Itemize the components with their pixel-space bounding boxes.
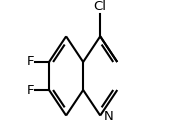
Text: N: N xyxy=(103,110,113,123)
Text: Cl: Cl xyxy=(94,0,107,13)
Text: F: F xyxy=(26,55,34,68)
Text: F: F xyxy=(26,83,34,96)
